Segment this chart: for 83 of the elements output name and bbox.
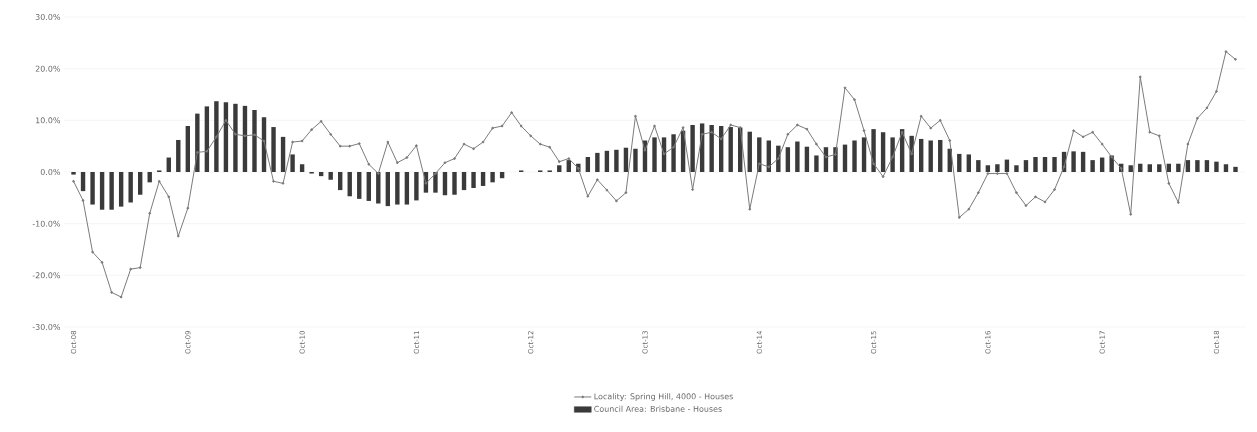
bar — [785, 147, 791, 172]
bar — [1204, 160, 1210, 172]
bar — [328, 172, 333, 180]
bar — [414, 172, 419, 201]
bar — [928, 140, 933, 172]
bar — [1080, 151, 1086, 172]
bar — [90, 172, 95, 205]
bar — [747, 131, 752, 172]
bar — [118, 172, 124, 207]
bar — [652, 137, 657, 172]
bar — [271, 127, 276, 172]
bar — [709, 124, 714, 172]
bar — [1014, 165, 1019, 172]
bar — [1147, 164, 1152, 172]
bar — [357, 172, 362, 199]
bar — [433, 172, 438, 193]
bar — [214, 101, 219, 172]
bar — [957, 153, 962, 172]
bar — [1223, 164, 1229, 172]
bar — [385, 172, 391, 207]
bar — [176, 139, 181, 172]
bar — [1176, 163, 1181, 172]
bar — [1233, 166, 1238, 172]
bar — [128, 172, 133, 203]
bar — [452, 172, 457, 195]
bar — [252, 110, 257, 172]
bar — [471, 172, 476, 189]
bar — [480, 172, 486, 186]
bar — [290, 154, 295, 172]
bar — [918, 138, 924, 172]
bar — [376, 172, 381, 204]
bar — [976, 160, 981, 172]
bar — [366, 172, 371, 201]
bar — [814, 155, 819, 172]
bar — [204, 106, 210, 172]
bar — [395, 172, 400, 205]
bar — [461, 172, 467, 191]
bar — [633, 148, 638, 172]
bar — [242, 105, 248, 172]
bar — [595, 152, 600, 172]
bar — [1195, 160, 1200, 172]
bar — [842, 144, 848, 172]
bar — [718, 126, 724, 172]
bar — [1023, 160, 1029, 172]
bar — [347, 172, 352, 197]
bar — [338, 172, 343, 191]
bar — [223, 102, 229, 172]
bar — [585, 157, 591, 172]
bar — [80, 172, 86, 192]
bar — [99, 172, 105, 210]
bar — [1185, 160, 1191, 172]
bar — [804, 146, 810, 172]
bar — [1042, 157, 1048, 172]
bar — [1090, 160, 1095, 172]
bar — [623, 147, 629, 172]
bar — [1214, 161, 1219, 172]
bar — [138, 172, 143, 195]
bar — [604, 150, 610, 172]
bar — [1052, 157, 1057, 172]
bar — [1157, 164, 1162, 172]
bar — [195, 113, 200, 172]
bar — [671, 134, 676, 172]
bar — [1071, 151, 1076, 172]
bar — [966, 154, 972, 172]
bar — [861, 137, 867, 172]
bar — [185, 126, 191, 172]
bar — [442, 172, 448, 196]
bar — [1128, 165, 1133, 172]
bar — [1033, 157, 1038, 172]
bar — [690, 124, 695, 172]
bar — [233, 103, 238, 172]
bar — [795, 141, 800, 172]
bar — [852, 140, 857, 172]
bar — [871, 129, 876, 172]
bar — [490, 172, 495, 183]
bar — [299, 164, 305, 172]
bar — [938, 139, 943, 172]
bar — [109, 172, 114, 210]
bar — [880, 132, 886, 172]
bar — [71, 172, 76, 175]
bar — [404, 172, 410, 205]
bar — [280, 136, 286, 172]
bar — [614, 149, 619, 172]
